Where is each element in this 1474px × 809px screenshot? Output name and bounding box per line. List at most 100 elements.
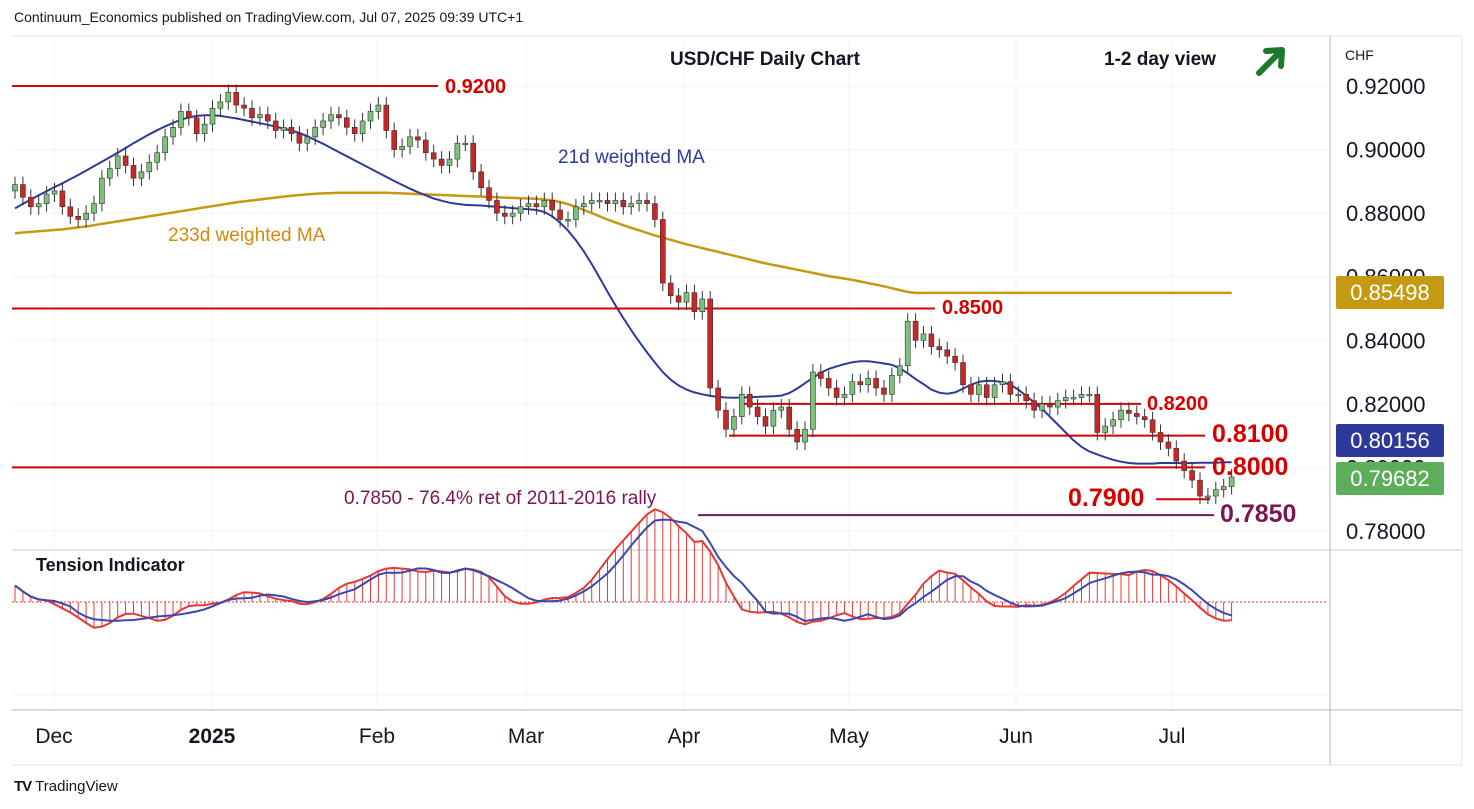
x-axis-ticks: Dec 2025 Feb Mar Apr May Jun Jul <box>35 725 1185 748</box>
candlestick-series <box>12 84 1235 504</box>
candle-body <box>541 200 548 208</box>
candle-body <box>170 127 176 138</box>
candle-body <box>43 193 50 204</box>
candle-body <box>810 371 816 430</box>
candle-body <box>1007 381 1014 395</box>
level-label-0.8100: 0.8100 <box>1212 420 1288 448</box>
candle-body <box>193 117 200 134</box>
candle-body <box>494 200 500 214</box>
candle-body <box>328 114 334 122</box>
level-label-0.8000: 0.8000 <box>1212 453 1288 481</box>
candle-body <box>904 320 911 367</box>
y-tick-label: 0.92000 <box>1346 74 1426 99</box>
x-tick-label: Jul <box>1159 725 1186 748</box>
candle-body <box>999 381 1006 386</box>
candle-body <box>383 104 390 131</box>
chart-title: USD/CHF Daily Chart <box>670 49 861 70</box>
candle-body <box>399 146 405 150</box>
candle-body <box>438 158 445 166</box>
price-badge-ma233: 0.85498 <box>1336 276 1444 309</box>
candle-body <box>667 282 674 297</box>
candle-body <box>454 142 461 160</box>
candle-body <box>675 295 682 303</box>
up-right-arrow-icon <box>1256 47 1285 76</box>
ma233-label: 233d weighted MA <box>168 225 326 246</box>
candle-body <box>138 171 145 179</box>
candle-body <box>549 200 556 211</box>
candle-body <box>1055 400 1061 408</box>
candle-body <box>517 206 524 214</box>
candle-body <box>580 203 587 208</box>
level-label-0.9200: 0.9200 <box>445 76 506 98</box>
ma21-label: 21d weighted MA <box>558 147 705 168</box>
candle-body <box>343 117 350 128</box>
view-label: 1-2 day view <box>1104 49 1216 70</box>
candle-body <box>1181 460 1187 471</box>
candle-body <box>422 139 429 154</box>
candle-body <box>817 371 824 379</box>
candle-body <box>162 136 168 154</box>
candle-body <box>620 200 627 208</box>
candle-body <box>201 123 208 134</box>
candle-body <box>881 387 887 395</box>
candle-body <box>470 142 477 173</box>
candle-body <box>936 346 943 351</box>
x-tick-label: Feb <box>359 725 395 748</box>
candle-body <box>896 365 903 376</box>
candle-body <box>596 200 603 203</box>
candle-body <box>865 378 872 386</box>
candle-body <box>83 212 89 220</box>
x-tick-label: 2025 <box>189 725 236 748</box>
badge-text-close: 0.79682 <box>1350 466 1430 491</box>
candle-body <box>304 136 311 144</box>
x-tick-label: Jun <box>999 725 1033 748</box>
candle-body <box>1157 432 1164 443</box>
candle-body <box>320 120 326 128</box>
tradingview-logo[interactable]: TV TradingView <box>14 778 118 795</box>
x-tick-label: Apr <box>668 725 701 748</box>
candle-body <box>1110 419 1116 427</box>
candle-body <box>707 298 714 389</box>
candle-body <box>731 416 737 430</box>
candle-body <box>446 158 453 166</box>
candle-body <box>407 136 413 147</box>
candle-body <box>1078 394 1085 398</box>
candle-body <box>691 292 698 312</box>
ma233-line <box>14 191 1232 295</box>
candle-body <box>264 114 271 122</box>
candle-body <box>1118 409 1124 421</box>
x-tick-label: Mar <box>508 725 544 748</box>
candle-body <box>612 200 619 204</box>
candle-body <box>628 203 635 208</box>
candle-body <box>683 292 690 303</box>
candle-body <box>241 104 247 109</box>
candle-body <box>225 92 232 103</box>
candle-body <box>257 114 263 119</box>
candle-body <box>983 384 990 398</box>
level-label-0.8500: 0.8500 <box>942 297 1003 319</box>
candle-body <box>975 384 982 395</box>
level-label-0.7850: 0.7850 <box>1220 500 1296 528</box>
price-badge-ma21: 0.80156 <box>1336 424 1444 457</box>
candle-body <box>1039 403 1045 411</box>
candle-body <box>486 187 492 201</box>
candle-body <box>778 406 785 411</box>
y-tick-label: 0.78000 <box>1346 519 1426 544</box>
candle-body <box>146 161 153 173</box>
candle-body <box>857 381 864 386</box>
candle-body <box>841 394 848 398</box>
candle-body <box>415 136 421 141</box>
candle-body <box>27 196 34 208</box>
y-tick-label: 0.84000 <box>1346 328 1426 353</box>
candle-body <box>1086 394 1093 397</box>
candle-body <box>114 155 121 169</box>
candle-body <box>533 203 540 208</box>
candle-body <box>1031 400 1037 411</box>
badge-text-ma233: 0.85498 <box>1350 280 1430 305</box>
candle-body <box>699 298 706 312</box>
candle-body <box>107 168 113 179</box>
candle-body <box>509 212 516 217</box>
candle-body <box>249 107 255 119</box>
candle-body <box>501 212 508 217</box>
